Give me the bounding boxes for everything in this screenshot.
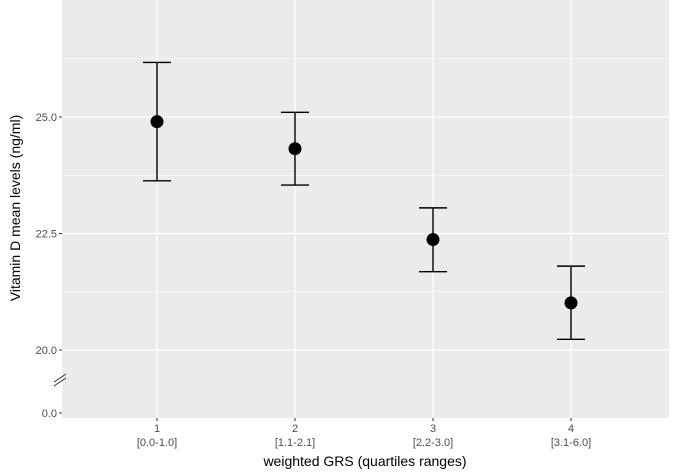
y-axis-ticks: 0.0 20.0 22.5 25.0 (36, 112, 62, 420)
x-axis-ticks: 1 [0.0-1.0] 2 [1.1-2.1] 3 [2.2-3.0] 4 [3.1-6.0] (137, 418, 591, 449)
grid-major (62, 0, 669, 418)
x-axis-title: weighted GRS (quartiles ranges) (262, 453, 466, 469)
data-point-3 (564, 296, 578, 310)
axis-break-mark-2 (53, 377, 67, 387)
x-tick-label-0: 1 (154, 423, 160, 435)
data-point-1 (288, 142, 302, 156)
x-tick-range-1: [1.1-2.1] (275, 437, 315, 449)
grid-minor (62, 58, 669, 293)
y-tick-label-2: 22.5 (36, 229, 57, 241)
axis-break-mark-1 (53, 373, 67, 383)
x-tick-range-3: [3.1-6.0] (551, 437, 591, 449)
y-tick-label-1: 20.0 (36, 345, 57, 357)
y-tick-label-0: 0.0 (42, 408, 57, 420)
data-marks (143, 61, 585, 340)
x-tick-label-2: 3 (430, 423, 436, 435)
y-axis-title: Vitamin D mean levels (ng/ml) (7, 115, 23, 301)
x-tick-range-0: [0.0-1.0] (137, 437, 177, 449)
x-tick-label-1: 2 (292, 423, 298, 435)
data-point-0 (150, 115, 164, 129)
y-tick-label-3: 25.0 (36, 112, 57, 124)
data-point-2 (426, 233, 440, 247)
panel-background (62, 0, 669, 418)
x-tick-range-2: [2.2-3.0] (413, 437, 453, 449)
x-tick-label-3: 4 (568, 423, 574, 435)
y-axis-break (53, 373, 67, 387)
